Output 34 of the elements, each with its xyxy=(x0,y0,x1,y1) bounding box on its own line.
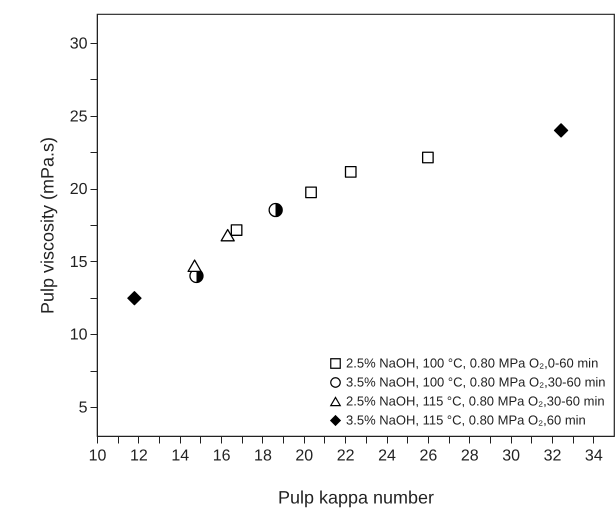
x-tick-label: 24 xyxy=(378,448,396,464)
x-tick-label: 18 xyxy=(254,448,272,464)
x-axis-title: Pulp kappa number xyxy=(278,488,434,508)
x-tick-label: 34 xyxy=(584,448,603,464)
x-tick-label: 20 xyxy=(295,448,314,464)
x-tick-label: 22 xyxy=(336,448,355,464)
point xyxy=(554,123,568,138)
y-tick-label: 10 xyxy=(70,326,88,344)
point xyxy=(305,186,317,198)
y-tick-label: 5 xyxy=(78,399,88,416)
x-tick-label: 10 xyxy=(88,448,106,464)
x-tick-label: 16 xyxy=(212,448,231,464)
x-tick-label: 26 xyxy=(419,448,438,464)
legend-label: 2.5% NaOH, 115 °C, 0.80 MPa O₂,30-60 min xyxy=(346,394,605,408)
x-tick-label: 32 xyxy=(544,448,562,464)
x-tick-label: 14 xyxy=(171,448,190,464)
x-tick-label: 12 xyxy=(130,448,148,464)
point xyxy=(187,259,202,272)
y-tick-label: 30 xyxy=(70,36,88,53)
x-tick-label: 30 xyxy=(502,448,520,464)
y-tick-label: 15 xyxy=(70,254,88,271)
legend-label: 3.5% NaOH, 100 °C, 0.80 MPa O₂,30-60 min xyxy=(346,374,606,390)
y-tick-label: 25 xyxy=(70,108,88,126)
legend-label: 3.5% NaOH, 115 °C, 0.80 MPa O₂,60 min xyxy=(346,412,586,428)
point xyxy=(127,291,142,306)
point xyxy=(268,202,283,218)
point xyxy=(230,224,242,236)
point xyxy=(220,228,235,242)
y-axis-title: Pulp viscosity (mPa.s) xyxy=(38,136,58,314)
point xyxy=(422,152,434,164)
point xyxy=(344,166,357,178)
legend-label: 2.5% NaOH, 100 °C, 0.80 MPa O₂,0-60 min xyxy=(346,356,598,370)
x-tick-label: 28 xyxy=(460,448,479,464)
y-tick-label: 20 xyxy=(70,181,88,198)
